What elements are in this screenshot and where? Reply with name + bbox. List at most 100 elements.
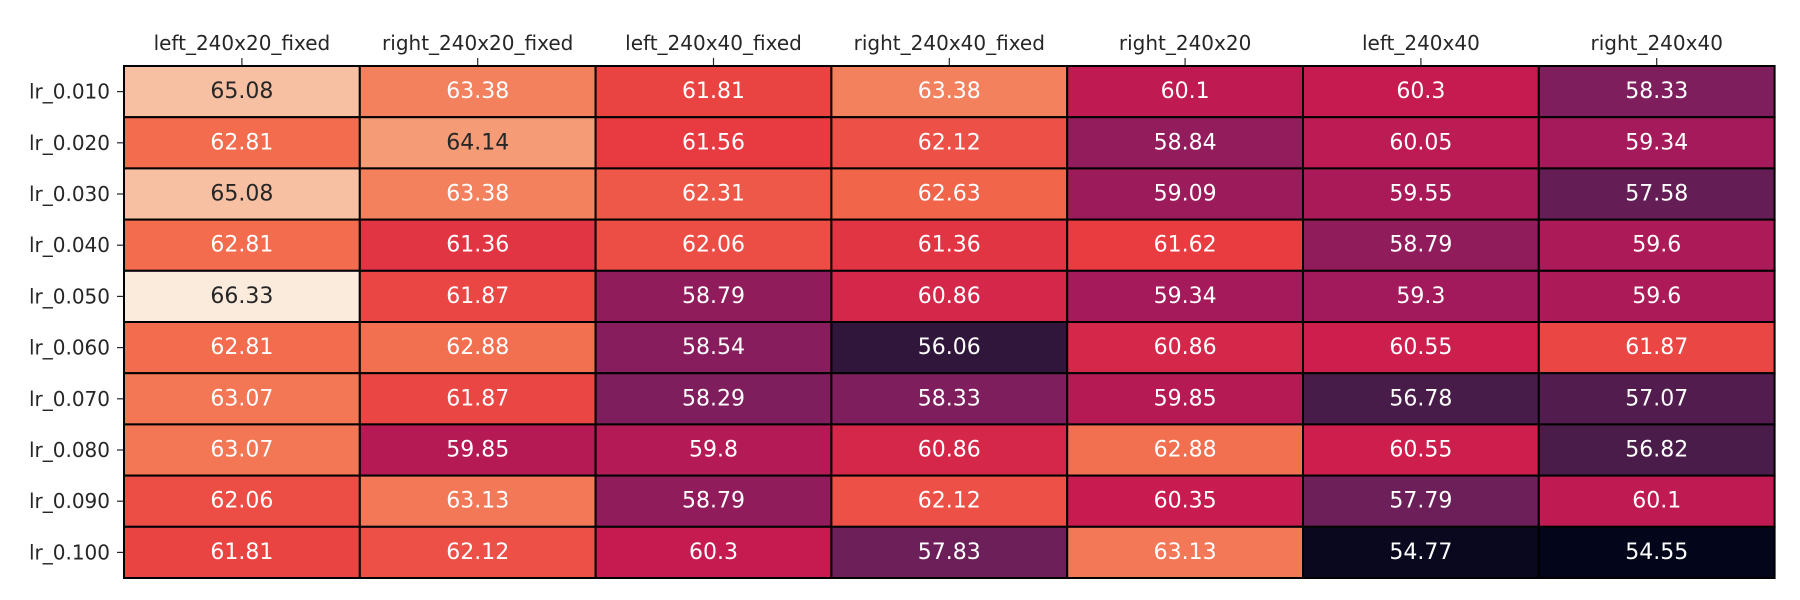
cell-value-label: 61.81 [210,540,273,565]
heatmap-cell [1302,423,1540,477]
cell-value-label: 59.09 [1154,182,1217,207]
heatmap-cell [594,321,833,375]
cell-value-label: 59.8 [689,438,738,463]
heatmap-cell [1066,525,1304,579]
cell-value-label: 63.38 [918,79,981,104]
x-tick-label: right_240x40_fixed [854,31,1045,55]
cell-value-label: 62.63 [918,182,981,207]
cell-value-label: 59.6 [1632,284,1681,309]
heatmap-cell [1302,321,1540,375]
heatmap-cell [1302,525,1540,579]
cell-value-label: 59.55 [1389,182,1452,207]
cell-value-label: 62.81 [210,233,273,258]
heatmap-cell [358,167,597,221]
cell-value-label: 63.13 [446,489,509,514]
column-labels: left_240x20_fixed right_240x20_fixed left_… [154,31,1723,66]
cell-value-label: 62.12 [446,540,509,565]
cell-value-label: 65.08 [210,79,273,104]
y-tick-label: lr_0.080 [29,438,110,462]
cell-value-label: 61.87 [1625,335,1688,360]
y-tick-label: lr_0.070 [29,387,110,411]
cell-value-label: 60.1 [1632,489,1681,514]
heatmap-cell [358,423,597,477]
heatmap-cell [123,423,361,477]
cell-value-label: 62.81 [210,335,273,360]
cell-value-label: 56.06 [918,335,981,360]
cell-value-label: 58.79 [1389,233,1452,258]
cell-value-label: 62.31 [682,182,745,207]
cell-value-label: 54.77 [1389,540,1452,565]
cell-value-label: 62.12 [918,130,981,155]
heatmap-cells: 65.08 63.38 61.81 63.38 60.1 60.3 58.33 62.81 64… [123,65,1776,579]
cell-value-label: 58.79 [682,489,745,514]
cell-value-label: 58.33 [1625,79,1688,104]
cell-value-label: 56.78 [1389,386,1452,411]
heatmap-cell [594,474,833,528]
cell-value-label: 60.86 [1154,335,1217,360]
heatmap-cell [1537,218,1776,272]
heatmap-cell [123,474,361,528]
heatmap-cell [123,116,361,170]
cell-value-label: 61.81 [682,79,745,104]
cell-value-label: 61.36 [446,233,509,258]
cell-value-label: 60.1 [1161,79,1210,104]
cell-value-label: 61.36 [918,233,981,258]
heatmap-cell [1066,167,1304,221]
cell-value-label: 58.84 [1154,130,1217,155]
heatmap-cell [830,269,1069,323]
cell-value-label: 61.87 [446,284,509,309]
cell-value-label: 63.13 [1154,540,1217,565]
cell-value-label: 57.83 [918,540,981,565]
heatmap-cell [594,525,833,579]
x-tick-label: right_240x40 [1590,31,1722,55]
x-tick-label: left_240x40 [1362,31,1480,55]
cell-value-label: 62.88 [446,335,509,360]
heatmap-cell [1302,65,1540,119]
heatmap-cell [1066,423,1304,477]
cell-value-label: 54.55 [1625,540,1688,565]
heatmap-cell [123,167,361,221]
cell-value-label: 59.34 [1154,284,1217,309]
cell-value-label: 63.07 [210,438,273,463]
heatmap-cell [358,525,597,579]
heatmap-cell [594,167,833,221]
heatmap-cell [594,269,833,323]
cell-value-label: 59.85 [1154,386,1217,411]
heatmap-cell [830,116,1069,170]
y-tick-label: lr_0.090 [29,489,110,513]
heatmap-cell [594,372,833,426]
cell-value-label: 58.33 [918,386,981,411]
cell-value-label: 62.81 [210,130,273,155]
cell-value-label: 58.79 [682,284,745,309]
cell-value-label: 60.86 [918,284,981,309]
cell-value-label: 60.35 [1154,489,1217,514]
heatmap-cell [830,218,1069,272]
cell-value-label: 62.12 [918,489,981,514]
y-tick-label: lr_0.030 [29,182,110,206]
y-tick-label: lr_0.020 [29,131,110,155]
heatmap-cell [1537,116,1776,170]
cell-value-label: 61.87 [446,386,509,411]
cell-value-label: 62.88 [1154,438,1217,463]
cell-value-label: 66.33 [210,284,273,309]
heatmap-cell [358,116,597,170]
x-tick-label: right_240x20 [1119,31,1251,55]
heatmap-cell [1302,372,1540,426]
heatmap-cell [123,525,361,579]
y-tick-label: lr_0.050 [29,284,110,308]
heatmap-cell [1537,423,1776,477]
heatmap-cell [1537,372,1776,426]
cell-value-label: 60.55 [1389,335,1452,360]
heatmap-cell [358,321,597,375]
heatmap-cell [1302,269,1540,323]
cell-value-label: 62.06 [210,489,273,514]
cell-value-label: 59.34 [1625,130,1688,155]
cell-value-label: 63.07 [210,386,273,411]
cell-value-label: 56.82 [1625,438,1688,463]
cell-value-label: 57.07 [1625,386,1688,411]
heatmap-cell [123,218,361,272]
heatmap-cell [1537,65,1776,119]
cell-value-label: 60.55 [1389,438,1452,463]
x-tick-label: left_240x40_fixed [625,31,802,55]
